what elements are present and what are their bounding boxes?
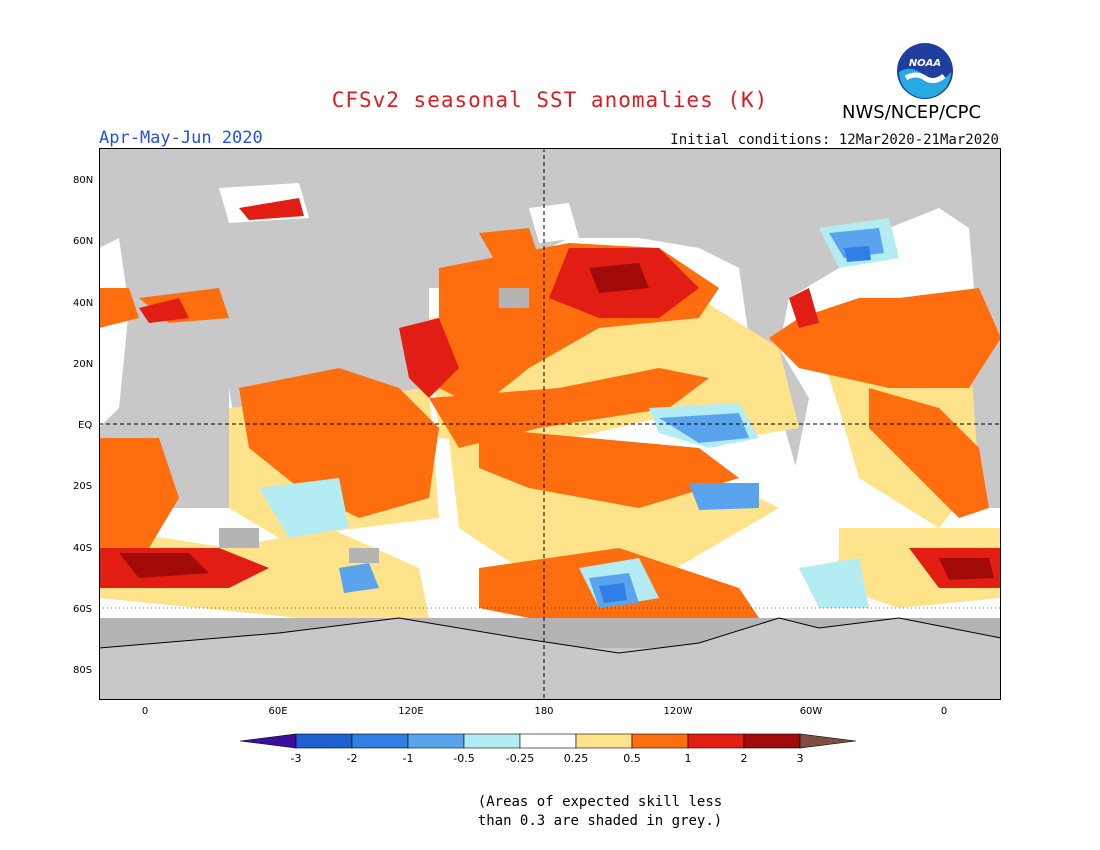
lon-label: 0: [141, 706, 149, 717]
colorbar-label: 3: [796, 752, 804, 765]
svg-text:NOAA: NOAA: [909, 58, 941, 69]
lat-label: 80S: [73, 665, 93, 676]
agency-label: NWS/NCEP/CPC: [842, 102, 982, 123]
graticule: [99, 148, 1001, 700]
lon-label: 60W: [799, 706, 823, 717]
lat-label: EQ: [78, 420, 93, 431]
anomaly-mid-blue: [599, 246, 871, 603]
colorbar-cell: [295, 733, 353, 749]
lon-label: 120E: [398, 706, 424, 717]
colorbar-arrow-low: [239, 733, 297, 749]
lon-label: 180: [534, 706, 554, 717]
lat-label: 20N: [73, 359, 94, 370]
skill-note-line1: (Areas of expected skill less: [477, 794, 723, 810]
lat-label: 20S: [73, 481, 93, 492]
colorbar-label: -2: [346, 752, 358, 765]
lat-label: 60S: [73, 604, 93, 615]
colorbar-cell: [743, 733, 801, 749]
colorbar-label: 2: [740, 752, 748, 765]
skill-note: (Areas of expected skill less than 0.3 a…: [0, 793, 1100, 831]
colorbar-label: -0.5: [453, 752, 475, 765]
colorbar-arrow-high: [799, 733, 857, 749]
season-label: Apr-May-Jun 2020: [99, 128, 263, 148]
colorbar-label: 1: [684, 752, 692, 765]
initial-conditions-label: Initial conditions: 12Mar2020-21Mar2020: [670, 132, 999, 148]
colorbar-label: -1: [402, 752, 414, 765]
colorbar-cell: [463, 733, 521, 749]
colorbar-label: -3: [290, 752, 302, 765]
colorbar-label: 0.25: [563, 752, 589, 765]
colorbar-cell: [687, 733, 745, 749]
lon-label: 120W: [663, 706, 693, 717]
skill-note-line2: than 0.3 are shaded in grey.): [477, 813, 723, 829]
lon-label: 0: [940, 706, 948, 717]
lat-label: 80N: [73, 175, 94, 186]
lat-label: 40S: [73, 543, 93, 554]
sst-anomaly-map: [99, 148, 1001, 700]
colorbar-cell: [351, 733, 409, 749]
colorbar-cell: [519, 733, 577, 749]
map-title: CFSv2 seasonal SST anomalies (K): [331, 88, 769, 112]
lon-label: 60E: [268, 706, 288, 717]
colorbar: [239, 733, 857, 749]
colorbar-cell: [575, 733, 633, 749]
colorbar-cell: [631, 733, 689, 749]
lat-label: 40N: [73, 298, 94, 309]
antarctica: [99, 617, 1001, 700]
colorbar-label: -0.25: [505, 752, 535, 765]
lat-label: 60N: [73, 236, 94, 247]
colorbar-cell: [407, 733, 465, 749]
anomaly-dark-red: [119, 263, 994, 580]
colorbar-label: 0.5: [623, 752, 641, 765]
noaa-logo: NOAA: [897, 43, 953, 99]
